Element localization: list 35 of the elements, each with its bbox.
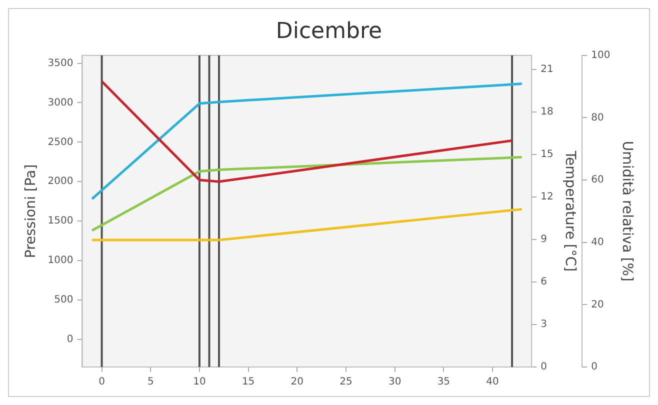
x-tick-label: 20 xyxy=(290,376,304,388)
x-tick-label: 0 xyxy=(98,376,105,388)
y-tick-label: 1500 xyxy=(48,216,74,227)
chart-title: Dicembre xyxy=(276,18,382,44)
y-tick-label: 3000 xyxy=(48,97,74,108)
y3-axis-title: Umidità relativa [%] xyxy=(618,140,635,282)
x-tick-label: 10 xyxy=(193,376,206,388)
y-tick-label: 0 xyxy=(66,334,74,345)
y3-tick-label: 100 xyxy=(591,50,610,61)
y2-tick-label: 6 xyxy=(540,276,547,288)
x-tick-label: 30 xyxy=(388,376,402,388)
y-axis-title: Pressioni [Pa] xyxy=(23,164,40,258)
y3-tick-label: 20 xyxy=(591,299,604,310)
y-tick-label: 2500 xyxy=(48,136,74,148)
x-tick-label: 25 xyxy=(340,376,352,388)
x-tick-label: 40 xyxy=(486,376,499,388)
y-tick-label: 3500 xyxy=(48,58,74,69)
y-tick-label: 2000 xyxy=(48,176,74,188)
y-tick-label: 1000 xyxy=(48,255,74,266)
y3-tick-label: 0 xyxy=(591,362,598,373)
x-tick-label: 15 xyxy=(242,376,255,388)
y2-tick-label: 9 xyxy=(540,234,547,246)
y2-axis-title: Temperature [°C] xyxy=(562,150,578,272)
y-tick-label: 500 xyxy=(54,294,74,306)
y2-tick-label: 15 xyxy=(540,149,554,160)
y2-tick-label: 0 xyxy=(540,362,547,373)
y2-tick-label: 3 xyxy=(540,319,547,330)
y2-tick-label: 21 xyxy=(540,64,554,76)
x-tick-label: 35 xyxy=(437,376,450,388)
y2-tick-label: 12 xyxy=(540,192,554,203)
y2-tick-label: 18 xyxy=(540,106,554,118)
x-tick-label: 5 xyxy=(147,376,154,388)
y3-tick-label: 40 xyxy=(591,236,604,248)
y3-tick-label: 60 xyxy=(591,174,604,186)
y3-tick-label: 80 xyxy=(591,112,604,124)
